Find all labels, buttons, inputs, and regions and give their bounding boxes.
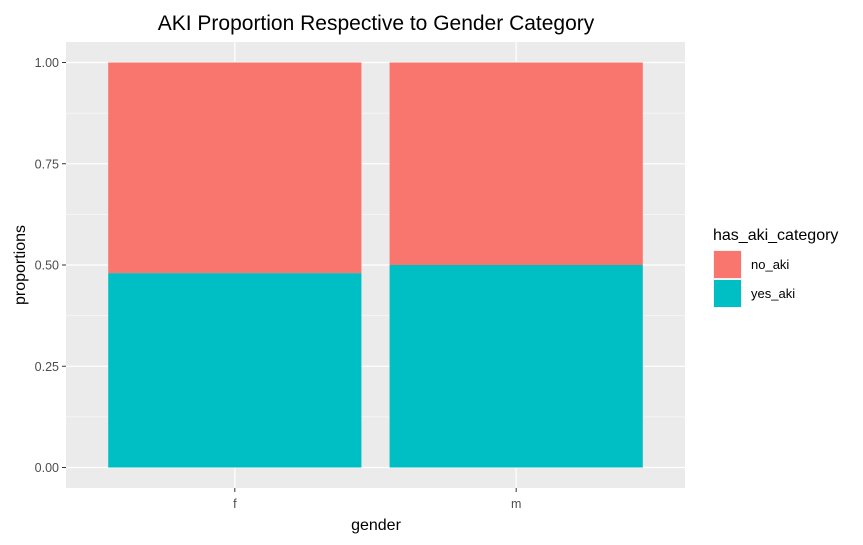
x-tick-label: f xyxy=(233,497,237,511)
y-axis: 0.00 0.25 0.50 0.75 1.00 xyxy=(35,56,66,475)
x-axis-title: gender xyxy=(351,517,401,534)
legend-swatch-yes_aki xyxy=(714,280,741,307)
y-tick-label: 0.25 xyxy=(35,360,59,374)
bar-no_aki-f xyxy=(108,62,362,274)
legend-label-no_aki: no_aki xyxy=(751,257,789,272)
bars xyxy=(108,62,643,468)
bar-yes_aki-f xyxy=(108,273,362,468)
legend-label-yes_aki: yes_aki xyxy=(751,286,795,301)
y-tick-label: 0.00 xyxy=(35,461,59,475)
legend-swatch-no_aki xyxy=(714,251,741,278)
x-tick-label: m xyxy=(511,497,521,511)
legend: has_aki_category no_aki yes_aki xyxy=(713,227,838,308)
bar-no_aki-m xyxy=(389,62,643,265)
y-tick-label: 0.75 xyxy=(35,157,59,171)
y-axis-title: proportions xyxy=(12,225,29,305)
y-tick-label: 1.00 xyxy=(35,56,59,70)
y-tick-label: 0.50 xyxy=(35,259,59,273)
chart-title: AKI Proportion Respective to Gender Cate… xyxy=(158,12,595,35)
legend-title: has_aki_category xyxy=(713,227,838,244)
bar-yes_aki-m xyxy=(389,265,643,468)
